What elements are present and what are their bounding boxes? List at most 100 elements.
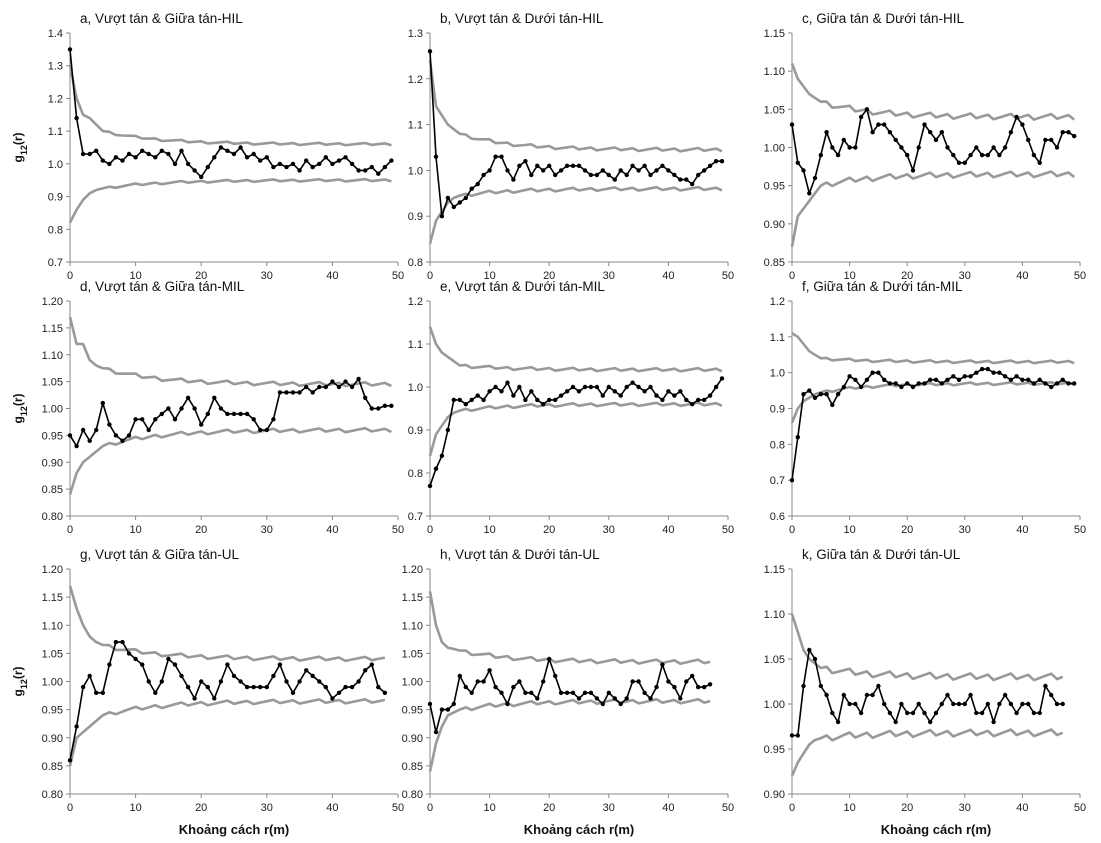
x-tick-label: 30 bbox=[261, 524, 273, 536]
observed-point bbox=[956, 160, 962, 165]
observed-point bbox=[684, 679, 689, 684]
y-tick-label: 0.8 bbox=[48, 224, 63, 236]
observed-point bbox=[192, 406, 197, 411]
observed-point bbox=[271, 417, 276, 422]
panel-e: 0.7 0.8 0.9 1.0 1.1 1.2 0 10 20 30 40 50 e, Vượt tán… bbox=[408, 279, 734, 536]
observed-point bbox=[389, 158, 394, 163]
observed-point bbox=[80, 684, 86, 690]
observed-point bbox=[284, 679, 289, 684]
observed-point bbox=[588, 384, 594, 390]
observed-point bbox=[511, 393, 516, 398]
observed-point bbox=[624, 696, 629, 701]
x-tick-label: 0 bbox=[789, 802, 795, 814]
observed-point bbox=[487, 389, 492, 394]
y-tick-label: 0.80 bbox=[402, 789, 423, 801]
observed-point bbox=[547, 397, 552, 403]
observed-point bbox=[185, 395, 191, 400]
observed-point bbox=[564, 163, 570, 168]
y-tick-label: 0.90 bbox=[764, 219, 785, 231]
observed-point bbox=[517, 384, 522, 390]
y-tick-label: 1.1 bbox=[770, 332, 785, 344]
y-tick-label: 1.10 bbox=[764, 609, 785, 621]
observed-point bbox=[505, 168, 510, 173]
y-tick-label: 1.2 bbox=[408, 74, 423, 86]
observed-point bbox=[94, 427, 99, 433]
observed-point bbox=[582, 690, 588, 695]
observed-point bbox=[666, 679, 671, 684]
observed-point bbox=[349, 384, 355, 390]
observed-point bbox=[323, 384, 328, 390]
observed-point bbox=[159, 148, 164, 153]
observed-point bbox=[841, 692, 846, 698]
y-tick-label: 1.0 bbox=[48, 159, 63, 171]
observed-point bbox=[624, 172, 629, 178]
observed-point bbox=[535, 696, 540, 701]
observed-point bbox=[1037, 377, 1042, 382]
observed-point bbox=[905, 381, 910, 386]
y-tick-label: 1.15 bbox=[42, 323, 63, 335]
observed-point bbox=[696, 684, 701, 690]
observed-point bbox=[642, 163, 647, 168]
observed-point bbox=[630, 163, 635, 168]
observed-point bbox=[962, 701, 967, 707]
observed-point bbox=[606, 172, 611, 178]
observed-point bbox=[363, 395, 368, 400]
observed-point bbox=[870, 692, 875, 698]
panel-h: 0.80 0.85 0.90 0.95 1.00 1.05 1.10 1.15 1.20 0 10 2… bbox=[402, 547, 735, 837]
observed-point bbox=[974, 710, 979, 716]
x-tick-label: 20 bbox=[543, 802, 555, 814]
observed-point bbox=[719, 376, 725, 381]
observed-point bbox=[979, 710, 985, 716]
observed-point bbox=[576, 389, 582, 394]
y-tick-label: 0.6 bbox=[770, 511, 785, 523]
observed-point bbox=[457, 200, 462, 205]
observed-point bbox=[205, 411, 210, 417]
panel-title: f, Giữa tán & Dưới tán-MIL bbox=[802, 279, 963, 294]
y-tick-label: 0.7 bbox=[408, 511, 423, 523]
observed-point bbox=[284, 390, 289, 395]
observed-point bbox=[382, 690, 388, 695]
observed-point bbox=[997, 152, 1002, 158]
observed-point bbox=[382, 164, 388, 170]
observed-point bbox=[140, 148, 145, 153]
observed-point bbox=[271, 673, 276, 679]
observed-point bbox=[166, 151, 171, 157]
x-tick-label: 10 bbox=[483, 802, 495, 814]
x-axis-label: Khoảng cách r(m) bbox=[179, 822, 290, 837]
y-axis-label: g12(r) bbox=[11, 393, 29, 423]
observed-point bbox=[916, 701, 921, 707]
observed-point bbox=[951, 374, 956, 379]
observed-point bbox=[133, 656, 138, 662]
observed-point bbox=[439, 707, 445, 712]
observed-point bbox=[146, 679, 151, 684]
y-tick-label: 0.9 bbox=[48, 192, 63, 204]
y-tick-label: 1.20 bbox=[402, 564, 423, 576]
observed-point bbox=[523, 159, 528, 164]
observed-point bbox=[317, 679, 322, 684]
observed-point bbox=[493, 684, 498, 690]
observed-point bbox=[997, 701, 1002, 707]
observed-point bbox=[511, 177, 516, 182]
observed-point bbox=[1008, 130, 1014, 135]
x-tick-label: 50 bbox=[722, 270, 734, 282]
y-tick-label: 0.85 bbox=[42, 761, 63, 773]
x-tick-label: 40 bbox=[326, 524, 338, 536]
observed-point bbox=[277, 390, 283, 395]
observed-point bbox=[376, 684, 381, 690]
observed-point bbox=[212, 155, 217, 160]
x-tick-label: 10 bbox=[843, 270, 855, 282]
observed-point bbox=[264, 155, 269, 160]
y-tick-label: 1.15 bbox=[764, 564, 785, 576]
observed-point bbox=[535, 397, 540, 403]
observed-point bbox=[807, 647, 812, 653]
observed-point bbox=[1020, 377, 1025, 382]
upper-envelope-line bbox=[428, 60, 723, 153]
x-tick-label: 30 bbox=[603, 270, 615, 282]
y-tick-label: 1.20 bbox=[42, 564, 63, 576]
y-tick-label: 1.00 bbox=[42, 677, 63, 689]
observed-point bbox=[304, 668, 309, 673]
y-tick-label: 0.85 bbox=[764, 257, 785, 269]
observed-point bbox=[678, 696, 683, 701]
observed-point bbox=[910, 710, 916, 716]
